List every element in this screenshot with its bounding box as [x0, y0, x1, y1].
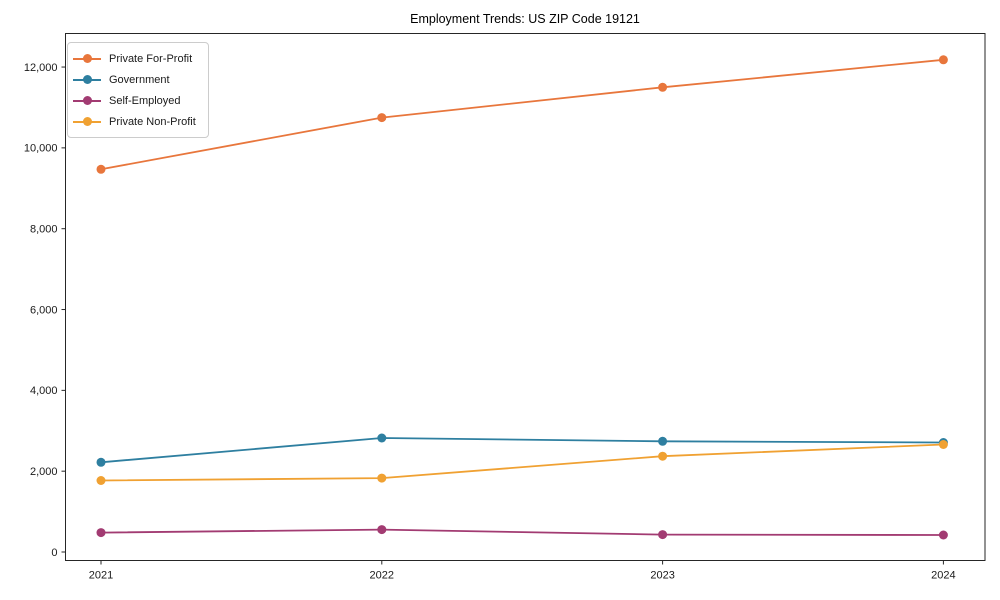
data-point-private-for-profit-2021 [96, 164, 106, 174]
x-tick-label: 2021 [89, 570, 113, 582]
x-tick-label: 2023 [650, 570, 674, 582]
series-self-employed [96, 525, 948, 540]
y-tick-label: 2,000 [30, 466, 58, 478]
legend-label: Private Non-Profit [109, 115, 196, 128]
y-tick-label: 4,000 [30, 385, 58, 397]
data-point-self-employed-2023 [658, 530, 668, 540]
data-point-private-non-profit-2021 [96, 476, 106, 485]
legend-item-government: Government [73, 69, 196, 90]
legend-item-private-non-profit: Private Non-Profit [73, 111, 196, 132]
data-point-government-2021 [96, 457, 106, 467]
x-tick-label: 2022 [370, 570, 394, 582]
legend-line-dot-icon [73, 96, 101, 105]
legend: Private For-Profit Government Self-Emplo… [67, 42, 209, 138]
data-point-government-2023 [658, 436, 668, 446]
data-point-self-employed-2022 [377, 525, 387, 535]
axes: 0 2,000 4,000 6,000 8,000 10,000 12,000 2021 202… [24, 62, 956, 582]
series-line-private-for-profit [100, 58, 944, 171]
y-tick-label: 8,000 [30, 224, 58, 236]
legend-label: Private For-Profit [109, 52, 193, 65]
legend-line-dot-icon [73, 54, 101, 63]
series-private-non-profit [96, 440, 948, 485]
legend-line-dot-icon [73, 75, 101, 84]
legend-item-private-for-profit: Private For-Profit [73, 48, 196, 69]
y-tick-label: 0 [51, 547, 57, 559]
y-tick-label: 10,000 [24, 143, 58, 155]
data-point-self-employed-2024 [938, 530, 948, 540]
data-point-private-non-profit-2022 [377, 473, 387, 483]
data-point-government-2022 [377, 433, 387, 443]
data-point-private-for-profit-2024 [938, 55, 948, 65]
x-tick-label: 2024 [931, 570, 955, 582]
series-private-for-profit [96, 55, 948, 174]
data-point-private-non-profit-2023 [658, 451, 668, 461]
y-tick-label: 12,000 [24, 62, 58, 74]
series-line-private-non-profit [100, 443, 944, 482]
data-point-private-for-profit-2023 [658, 82, 668, 92]
series-line-self-employed [100, 528, 944, 536]
data-point-private-for-profit-2022 [377, 113, 387, 123]
y-tick-label: 6,000 [30, 304, 58, 316]
legend-label: Self-Employed [109, 94, 181, 107]
plot-border [65, 33, 986, 561]
chart-title: Employment Trends: US ZIP Code 19121 [410, 12, 640, 26]
legend-item-self-employed: Self-Employed [73, 90, 196, 111]
data-point-private-non-profit-2024 [938, 440, 948, 449]
data-point-self-employed-2021 [96, 528, 106, 538]
legend-label: Government [109, 73, 170, 86]
legend-line-dot-icon [73, 117, 101, 126]
series-line-government [100, 437, 944, 464]
